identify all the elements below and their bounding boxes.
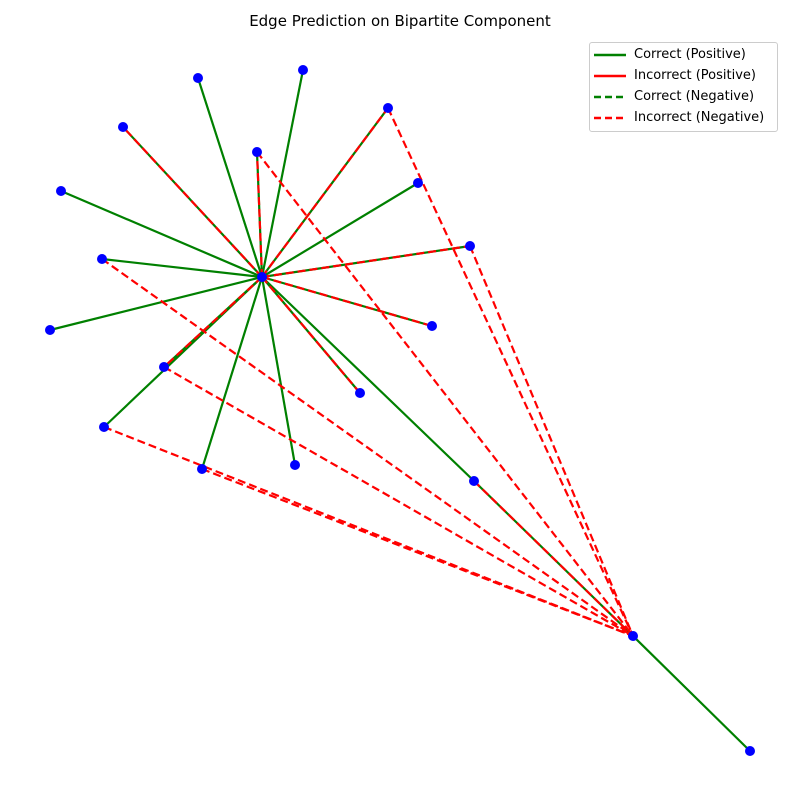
node-n15 — [290, 460, 300, 470]
edge-correct-positive-hub-n15 — [260, 276, 297, 466]
edge-correct-positive-hub-n2 — [196, 77, 264, 278]
node-hub2 — [628, 631, 638, 641]
node-n3 — [383, 103, 393, 113]
node-layer — [45, 65, 755, 756]
node-n5 — [252, 147, 262, 157]
node-n12 — [159, 362, 169, 372]
edge-incorrect-negative-n3-hub2 — [387, 107, 634, 637]
legend-label: Incorrect (Positive) — [634, 68, 756, 83]
node-hub — [257, 272, 267, 282]
node-n11 — [45, 325, 55, 335]
edge-correct-positive-hub2-n18 — [632, 635, 751, 752]
legend-label: Correct (Positive) — [634, 47, 746, 62]
edge-layer — [49, 69, 751, 752]
chart-title: Edge Prediction on Bipartite Component — [249, 12, 551, 30]
legend-entry-correct-negative: Correct (Negative) — [590, 87, 777, 108]
legend-label: Correct (Negative) — [634, 89, 755, 104]
edge-incorrect-negative-hub-n3 — [261, 107, 389, 278]
edge-correct-positive-hub-n9 — [101, 257, 263, 279]
edge-incorrect-negative-n8-hub2 — [468, 245, 635, 637]
legend-entry-incorrect-positive: Incorrect (Positive) — [590, 66, 777, 87]
legend-entry-correct-positive: Correct (Positive) — [590, 45, 777, 66]
edge-incorrect-negative-n9-hub2 — [101, 258, 634, 637]
legend-swatch-incorrect-negative — [594, 116, 626, 120]
edge-incorrect-negative-hub-n12 — [163, 276, 263, 368]
node-n2 — [193, 73, 203, 83]
legend-label: Incorrect (Negative) — [634, 110, 765, 125]
edge-incorrect-negative-n12-hub2 — [163, 366, 634, 637]
node-n14 — [99, 422, 109, 432]
edge-correct-positive-hub-n11 — [49, 275, 263, 332]
legend-swatch-correct-positive — [594, 53, 626, 57]
edge-correct-positive-hub-n6 — [261, 182, 419, 278]
node-n13 — [355, 388, 365, 398]
node-n17 — [469, 476, 479, 486]
edge-correct-positive-hub-n17 — [261, 276, 475, 482]
legend: Correct (Positive) Incorrect (Positive) … — [589, 42, 778, 132]
node-n10 — [427, 321, 437, 331]
legend-swatch-correct-negative — [594, 95, 626, 99]
node-n9 — [97, 254, 107, 264]
node-n6 — [413, 178, 423, 188]
legend-swatch-incorrect-positive — [594, 74, 626, 78]
edge-correct-positive-hub-n7 — [60, 189, 263, 279]
edge-incorrect-negative-n5-hub2 — [256, 151, 634, 637]
node-n16 — [197, 464, 207, 474]
edge-correct-positive-hub-n16 — [200, 276, 264, 470]
node-n1 — [298, 65, 308, 75]
edge-incorrect-negative-hub-n5 — [255, 151, 264, 278]
edge-correct-positive-hub-n1 — [260, 69, 305, 278]
edge-incorrect-negative-hub-n13 — [261, 276, 361, 394]
edge-incorrect-negative-n16-hub2 — [201, 467, 634, 638]
node-n7 — [56, 186, 66, 196]
edge-incorrect-negative-hub-n8 — [261, 244, 471, 279]
edge-incorrect-negative-n17-hub2 — [473, 480, 634, 637]
node-n8 — [465, 241, 475, 251]
node-n18 — [745, 746, 755, 756]
node-n4 — [118, 122, 128, 132]
edge-incorrect-negative-hub-n4 — [122, 126, 263, 278]
legend-entry-incorrect-negative: Incorrect (Negative) — [590, 108, 777, 129]
edge-incorrect-negative-hub-n10 — [261, 275, 433, 328]
